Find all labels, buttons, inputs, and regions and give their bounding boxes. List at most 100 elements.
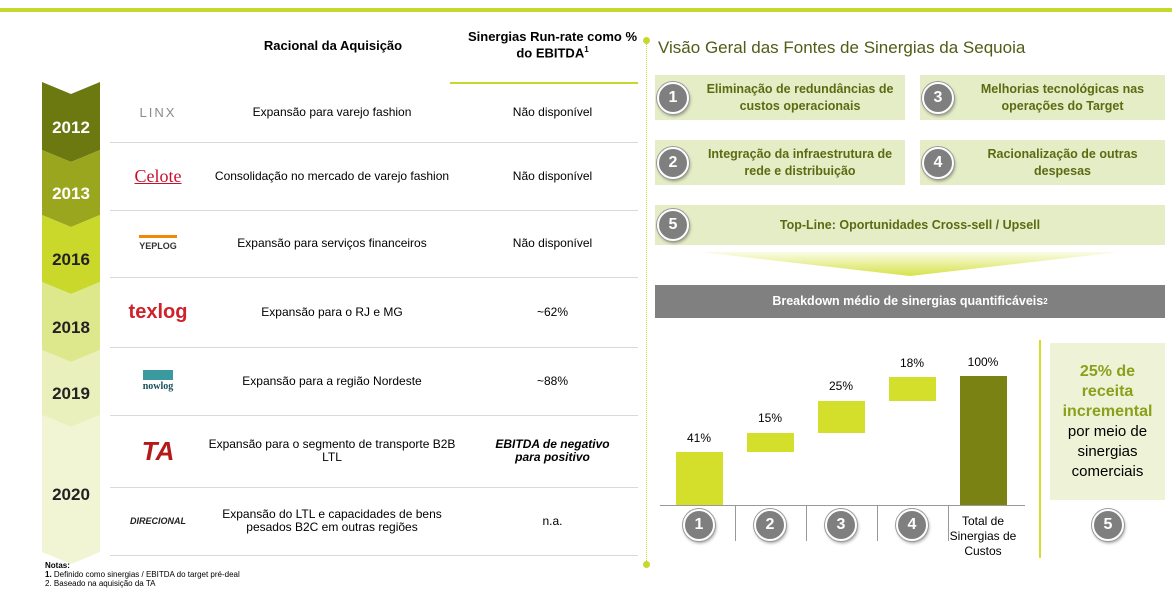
value-label: 100% bbox=[967, 354, 999, 369]
company-logo: LINX bbox=[112, 82, 204, 142]
synergy: EBITDA de negativo para positivo bbox=[495, 437, 610, 464]
section-title: Visão Geral das Fontes de Sinergias da S… bbox=[658, 38, 1026, 57]
year-label: 2019 bbox=[52, 384, 90, 403]
chart-divider bbox=[1039, 340, 1041, 558]
synergy: Não disponível bbox=[512, 104, 593, 119]
year-label: 2016 bbox=[52, 250, 90, 269]
logo-text: Celote bbox=[134, 165, 182, 186]
year-chevron: 2012 bbox=[42, 82, 100, 162]
row-separator bbox=[110, 277, 638, 278]
column-header: Racional da Aquisição bbox=[263, 37, 403, 53]
category-separator bbox=[876, 505, 878, 541]
synergy: Não disponível bbox=[512, 168, 593, 183]
chart-title: Breakdown médio de sinergias quantificáv… bbox=[655, 285, 1165, 318]
year-chevron: 2019 bbox=[42, 350, 100, 427]
year-label: 2018 bbox=[52, 317, 90, 337]
row-separator bbox=[110, 210, 638, 211]
note-text: Definido como sinergias / EBITDA do targ… bbox=[53, 570, 240, 579]
year-chevron: 2018 bbox=[42, 282, 100, 362]
category-separator bbox=[805, 505, 807, 541]
header-rule bbox=[450, 82, 638, 84]
category-separator bbox=[734, 505, 736, 541]
row-separator bbox=[110, 487, 638, 488]
note: 2. Baseado na aquisição da TA bbox=[45, 579, 155, 588]
footnote-mark: 1 bbox=[584, 45, 589, 55]
synergy: n.a. bbox=[542, 513, 563, 528]
bar bbox=[888, 377, 936, 401]
top-rule bbox=[0, 8, 1172, 12]
company-logo: nowlog bbox=[112, 347, 204, 415]
company-logo: YEPLOG bbox=[112, 210, 204, 277]
note: 1. Definido como sinergias / EBITDA do t… bbox=[45, 570, 240, 579]
row-separator bbox=[110, 555, 638, 556]
category-badge: 3 bbox=[825, 509, 857, 541]
number-badge: 3 bbox=[922, 81, 954, 114]
number-badge: 1 bbox=[657, 81, 689, 114]
funnel-arrow bbox=[700, 252, 1120, 276]
rationale: Consolidação no mercado de varejo fashio… bbox=[214, 168, 450, 183]
category-badge: 4 bbox=[896, 509, 928, 541]
rationale: Expansão para varejo fashion bbox=[252, 104, 412, 119]
column-header-text: Sinergias Run-rate como % do EBITDA1 bbox=[467, 29, 638, 61]
row-separator bbox=[110, 347, 638, 348]
bar bbox=[675, 452, 723, 505]
logo-text: TA bbox=[141, 435, 175, 466]
category-axis bbox=[660, 505, 1025, 506]
synergy-source: Eliminação de redundâncias de custos ope… bbox=[655, 75, 905, 120]
category-badge: 1 bbox=[683, 509, 715, 541]
commercial-highlight: 25% de receita incremental bbox=[1062, 362, 1153, 420]
column-header: Sinergias Run-rate como % do EBITDA1 bbox=[460, 28, 645, 62]
year-chevron: 2016 bbox=[42, 215, 100, 294]
rationale: Expansão para serviços financeiros bbox=[237, 236, 427, 250]
year-chevron: 2020 bbox=[42, 415, 100, 564]
year-label: 2013 bbox=[52, 184, 90, 203]
logo-text: texlog bbox=[128, 300, 188, 323]
logo-text: LINX bbox=[139, 104, 177, 120]
category-separator bbox=[947, 505, 949, 541]
chart-title-text: Breakdown médio de sinergias quantificáv… bbox=[772, 294, 1044, 308]
notes-title: Notas: bbox=[45, 561, 70, 570]
synergy-source: Melhorias tecnológicas nas operações do … bbox=[920, 75, 1165, 120]
number-badge: 2 bbox=[657, 146, 689, 179]
value-label: 18% bbox=[899, 355, 925, 370]
logo-text: DIRECIONAL bbox=[130, 515, 186, 526]
category-label: Total de Sinergias de Custos bbox=[949, 513, 1017, 558]
company-logo: texlog bbox=[112, 277, 204, 347]
year-label: 2012 bbox=[52, 117, 90, 137]
number-badge: 5 bbox=[1092, 509, 1124, 541]
bar bbox=[817, 400, 865, 433]
rationale: Expansão do LTL e capacidades de bens pe… bbox=[222, 507, 442, 534]
synergy-source: Racionalização de outras despesas bbox=[920, 140, 1165, 185]
synergy-source: Integração da infraestrutura de rede e d… bbox=[655, 140, 905, 185]
synergy-source: Top-Line: Oportunidades Cross-sell / Ups… bbox=[655, 205, 1165, 245]
divider bbox=[646, 40, 647, 565]
note-number: 1. bbox=[45, 570, 52, 579]
value-label: 15% bbox=[757, 411, 783, 426]
footnote-mark: 2 bbox=[1043, 297, 1048, 306]
logo-text: YEPLOG bbox=[139, 234, 177, 253]
year-chevron: 2013 bbox=[42, 150, 100, 227]
number-badge: 4 bbox=[922, 146, 954, 179]
synergy: ~88% bbox=[536, 373, 569, 388]
rationale: Expansão para o RJ e MG bbox=[261, 304, 403, 319]
logo-text: nowlog bbox=[142, 369, 174, 393]
value-label: 25% bbox=[828, 379, 854, 393]
divider-dot bbox=[643, 561, 650, 568]
divider-dot bbox=[643, 37, 650, 44]
note-number: 2. bbox=[45, 579, 52, 588]
synergy: ~62% bbox=[536, 304, 569, 319]
category-badge: 2 bbox=[754, 509, 786, 541]
company-logo: DIRECIONAL bbox=[112, 487, 204, 555]
company-logo: TA bbox=[112, 415, 204, 487]
year-label: 2020 bbox=[52, 485, 90, 504]
note-text: Baseado na aquisição da TA bbox=[53, 579, 156, 588]
company-logo: Celote bbox=[112, 142, 204, 210]
rationale: Expansão para a região Nordeste bbox=[242, 373, 422, 388]
bar bbox=[746, 432, 794, 453]
rationale: Expansão para o segmento de transporte B… bbox=[208, 437, 456, 464]
synergy: Não disponível bbox=[512, 236, 593, 250]
commercial-box: 25% de receita incremental por meio de si… bbox=[1050, 343, 1165, 500]
bar bbox=[959, 376, 1007, 505]
commercial-text: por meio de sinergias comerciais bbox=[1067, 422, 1148, 480]
